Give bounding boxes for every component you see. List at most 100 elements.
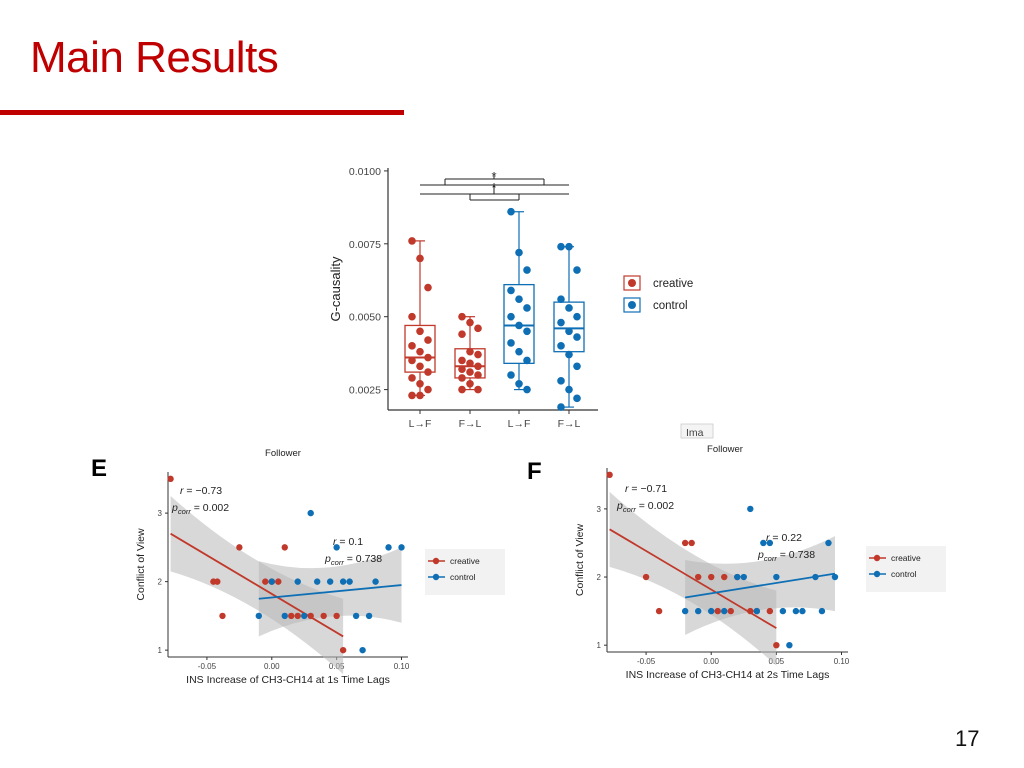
data-point bbox=[424, 368, 432, 376]
data-point bbox=[760, 539, 767, 547]
legend-marker bbox=[432, 573, 440, 581]
data-point bbox=[352, 612, 360, 620]
data-point bbox=[359, 646, 366, 654]
data-point bbox=[747, 505, 754, 513]
data-point bbox=[694, 573, 702, 581]
x-tick-label: 0.00 bbox=[264, 662, 280, 671]
data-point bbox=[573, 362, 581, 371]
data-point bbox=[831, 573, 839, 581]
data-point bbox=[275, 578, 282, 585]
x-tick-label: L→F bbox=[508, 418, 531, 430]
data-point bbox=[424, 336, 432, 344]
x-axis-label: INS Increase of CH3-CH14 at 2s Time Lags bbox=[626, 669, 830, 681]
data-point bbox=[424, 283, 432, 292]
data-point bbox=[565, 327, 573, 336]
legend-label: control bbox=[450, 572, 476, 582]
page-number: 17 bbox=[955, 726, 980, 751]
y-axis-label: Conflict of View bbox=[135, 528, 147, 601]
data-point bbox=[573, 312, 581, 321]
data-point bbox=[747, 607, 754, 615]
y-tick-label: 0.0050 bbox=[349, 312, 381, 324]
legend-marker bbox=[873, 554, 881, 562]
data-point bbox=[474, 362, 482, 371]
x-tick-label: 0.10 bbox=[834, 657, 850, 666]
data-point bbox=[557, 342, 565, 350]
data-point bbox=[557, 295, 565, 304]
x-axis-label: INS Increase of CH3-CH14 at 1s Time Lags bbox=[186, 674, 390, 686]
data-point bbox=[523, 304, 531, 312]
data-point bbox=[708, 607, 715, 615]
data-point bbox=[474, 371, 482, 379]
data-point bbox=[515, 347, 523, 356]
data-point bbox=[573, 394, 581, 403]
significance-star: * bbox=[491, 169, 496, 184]
data-point bbox=[507, 286, 515, 295]
data-point bbox=[466, 347, 474, 356]
data-point bbox=[523, 266, 531, 274]
y-tick-label: 1 bbox=[597, 641, 602, 650]
data-point bbox=[416, 254, 424, 263]
significance-bracket bbox=[420, 176, 569, 201]
data-point bbox=[515, 379, 523, 388]
data-point bbox=[408, 374, 416, 382]
data-point bbox=[333, 612, 340, 620]
data-point bbox=[799, 607, 806, 615]
data-point bbox=[301, 612, 308, 620]
data-point bbox=[385, 544, 392, 551]
x-tick-label: L→F bbox=[409, 418, 432, 430]
data-point bbox=[398, 544, 405, 551]
data-point bbox=[365, 612, 373, 620]
data-point bbox=[326, 578, 334, 585]
x-tick-label: 0.00 bbox=[703, 657, 719, 666]
data-point bbox=[721, 573, 728, 581]
data-point bbox=[515, 295, 523, 304]
data-point bbox=[474, 324, 482, 333]
data-point bbox=[408, 391, 416, 400]
data-point bbox=[565, 385, 573, 394]
y-axis-label: Conflict of View bbox=[574, 524, 586, 597]
data-point bbox=[734, 573, 741, 581]
significance-star: * bbox=[491, 180, 496, 195]
data-point bbox=[167, 475, 174, 483]
data-point bbox=[523, 327, 531, 336]
data-point bbox=[507, 312, 515, 321]
y-axis-label: G-causality bbox=[328, 256, 343, 322]
data-point bbox=[573, 333, 581, 341]
data-point bbox=[466, 379, 474, 388]
title-underline bbox=[0, 110, 404, 115]
data-point bbox=[773, 573, 780, 581]
y-tick-label: 0.0075 bbox=[349, 239, 381, 251]
data-point bbox=[408, 342, 416, 350]
data-point bbox=[681, 539, 689, 547]
legend-background bbox=[425, 549, 505, 595]
data-point bbox=[779, 607, 787, 615]
stat-r: r = −0.73 bbox=[180, 485, 222, 497]
legend-label: creative bbox=[450, 556, 480, 566]
stat-p: pcorr = 0.002 bbox=[171, 502, 229, 516]
data-point bbox=[515, 321, 523, 330]
data-point bbox=[416, 379, 424, 388]
data-point bbox=[416, 347, 424, 356]
data-point bbox=[288, 612, 295, 620]
data-point bbox=[281, 612, 288, 620]
data-point bbox=[681, 607, 689, 615]
data-point bbox=[458, 312, 466, 321]
data-point bbox=[408, 312, 416, 321]
data-point bbox=[458, 356, 466, 365]
data-point bbox=[236, 544, 243, 551]
data-point bbox=[655, 607, 663, 615]
stat-r: r = −0.71 bbox=[625, 483, 667, 495]
panel-letter: F bbox=[527, 458, 542, 485]
data-point bbox=[219, 612, 226, 620]
data-point bbox=[557, 377, 565, 385]
data-point bbox=[416, 391, 424, 400]
legend-label: control bbox=[891, 569, 917, 579]
data-point bbox=[557, 403, 565, 411]
regression-line bbox=[685, 572, 836, 599]
y-tick-label: 1 bbox=[158, 646, 163, 655]
data-point bbox=[786, 641, 793, 649]
data-point bbox=[255, 612, 263, 620]
stat-p: pcorr = 0.738 bbox=[324, 553, 382, 567]
data-point bbox=[818, 607, 826, 615]
